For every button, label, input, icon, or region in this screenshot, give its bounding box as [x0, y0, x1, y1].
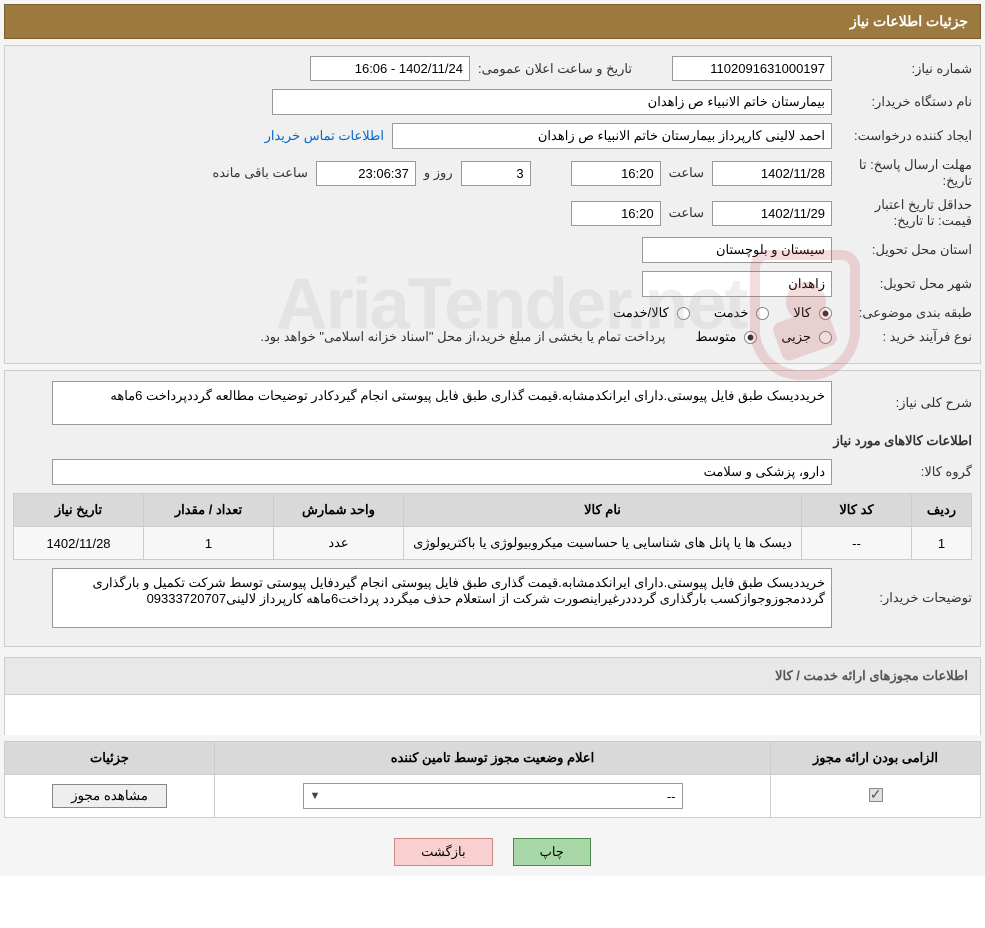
license-table: الزامی بودن ارائه مجوز اعلام وضعیت مجوز … — [4, 741, 981, 818]
license-section-title: اطلاعات مجوزهای ارائه خدمت / کالا — [4, 657, 981, 695]
label-hour2: ساعت — [669, 205, 704, 221]
th-code: کد کالا — [802, 494, 912, 527]
th-unit: واحد شمارش — [274, 494, 404, 527]
mandatory-checkbox[interactable] — [869, 788, 883, 802]
field-price-valid-date: 1402/11/29 — [712, 201, 832, 226]
label-purchase-type: نوع فرآیند خرید : — [832, 329, 972, 345]
field-countdown: 23:06:37 — [316, 161, 416, 186]
label-deadline: مهلت ارسال پاسخ: تا تاریخ: — [832, 157, 972, 189]
radio-medium[interactable] — [744, 331, 757, 344]
field-buyer-org: بیمارستان خاتم الانبیاء ص زاهدان — [272, 89, 832, 115]
view-license-button[interactable]: مشاهده مجوز — [52, 784, 167, 808]
select-value: -- — [667, 789, 676, 804]
label-price-valid: حداقل تاریخ اعتبار قیمت: تا تاریخ: — [832, 197, 972, 229]
cell-name: دیسک ها یا پانل های شناسایی یا حساسیت می… — [404, 527, 802, 560]
th-row: ردیف — [912, 494, 972, 527]
chevron-down-icon: ▼ — [310, 790, 321, 802]
field-days-left: 3 — [461, 161, 531, 186]
radio-goods-service[interactable] — [677, 307, 690, 320]
th-status: اعلام وضعیت مجوز توسط تامین کننده — [215, 742, 771, 775]
field-deadline-date: 1402/11/28 — [712, 161, 832, 186]
label-need-desc: شرح کلی نیاز: — [832, 395, 972, 411]
label-hour1: ساعت — [669, 165, 704, 181]
purchase-type-radios: جزیی متوسط — [675, 329, 832, 345]
field-announce-dt: 1402/11/24 - 16:06 — [310, 56, 470, 81]
th-details: جزئیات — [5, 742, 215, 775]
goods-info-title: اطلاعات کالاهای مورد نیاز — [13, 433, 972, 449]
label-buyer-notes: توضیحات خریدار: — [832, 590, 972, 606]
label-days-and: روز و — [424, 165, 453, 181]
cell-code: -- — [802, 527, 912, 560]
th-mandatory: الزامی بودن ارائه مجوز — [771, 742, 981, 775]
label-classify: طبقه بندی موضوعی: — [832, 305, 972, 321]
print-button[interactable]: چاپ — [513, 838, 591, 866]
label-city: شهر محل تحویل: — [832, 276, 972, 292]
field-goods-group: دارو، پزشکی و سلامت — [52, 459, 832, 485]
radio-service[interactable] — [756, 307, 769, 320]
th-name: نام کالا — [404, 494, 802, 527]
license-section: اطلاعات مجوزهای ارائه خدمت / کالا الزامی… — [4, 657, 981, 818]
page-title: جزئیات اطلاعات نیاز — [850, 13, 968, 29]
field-province: سیستان و بلوچستان — [642, 237, 832, 263]
payment-note: پرداخت تمام یا بخشی از مبلغ خرید،از محل … — [260, 329, 665, 345]
field-deadline-time: 16:20 — [571, 161, 661, 186]
license-row: -- ▼ مشاهده مجوز — [5, 775, 981, 818]
table-row: 1 -- دیسک ها یا پانل های شناسایی یا حساس… — [14, 527, 972, 560]
back-button[interactable]: بازگشت — [394, 838, 492, 866]
field-buyer-notes: خریددیسک طبق فایل پیوستی.دارای ایرانکدمش… — [52, 568, 832, 628]
radio-goods[interactable] — [819, 307, 832, 320]
label-buyer-org: نام دستگاه خریدار: — [832, 94, 972, 110]
radio-partial[interactable] — [819, 331, 832, 344]
goods-table: ردیف کد کالا نام کالا واحد شمارش تعداد /… — [13, 493, 972, 560]
field-need-no: 1102091631000197 — [672, 56, 832, 81]
th-qty: تعداد / مقدار — [144, 494, 274, 527]
label-requester: ایجاد کننده درخواست: — [832, 128, 972, 144]
action-buttons: چاپ بازگشت — [4, 832, 981, 872]
field-requester: احمد لالینی کارپرداز بیمارستان خاتم الان… — [392, 123, 832, 149]
label-province: استان محل تحویل: — [832, 242, 972, 258]
buyer-contact-link[interactable]: اطلاعات تماس خریدار — [265, 128, 384, 144]
th-date: تاریخ نیاز — [14, 494, 144, 527]
label-need-no: شماره نیاز: — [832, 61, 972, 77]
need-info-section: شماره نیاز: 1102091631000197 تاریخ و ساع… — [4, 45, 981, 364]
need-desc-section: شرح کلی نیاز: خریددیسک طبق فایل پیوستی.د… — [4, 370, 981, 647]
cell-date: 1402/11/28 — [14, 527, 144, 560]
label-remaining: ساعت باقی مانده — [212, 165, 307, 181]
field-need-desc: خریددیسک طبق فایل پیوستی.دارای ایرانکدمش… — [52, 381, 832, 425]
status-select[interactable]: -- ▼ — [303, 783, 683, 809]
classify-radios: کالا خدمت کالا/خدمت — [593, 305, 832, 321]
label-goods-group: گروه کالا: — [832, 464, 972, 480]
page-header: جزئیات اطلاعات نیاز — [4, 4, 981, 39]
field-price-valid-time: 16:20 — [571, 201, 661, 226]
label-announce-dt: تاریخ و ساعت اعلان عمومی: — [478, 61, 632, 77]
cell-qty: 1 — [144, 527, 274, 560]
cell-row: 1 — [912, 527, 972, 560]
field-city: زاهدان — [642, 271, 832, 297]
cell-unit: عدد — [274, 527, 404, 560]
